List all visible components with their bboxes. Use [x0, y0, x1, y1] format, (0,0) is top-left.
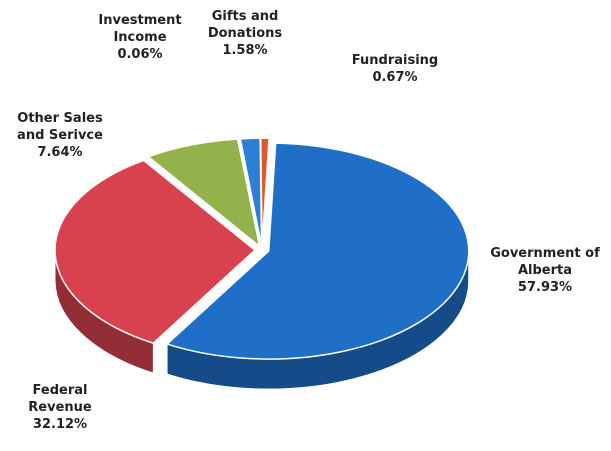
pie-slice [54, 159, 256, 374]
category-name: Fundraising [351, 53, 439, 68]
category-name: Government of Alberta [490, 246, 600, 278]
slice-top [259, 137, 270, 247]
value-label: 1.58% [222, 43, 268, 58]
value-label: 0.06% [117, 47, 163, 62]
slice-label: Fundraising 0.67% [340, 52, 450, 86]
slice-label: Government of Alberta 57.93% [480, 245, 610, 296]
value-label: 7.64% [37, 145, 83, 160]
value-label: 32.12% [32, 417, 88, 432]
slice-label: Other Sales and Serivce 7.64% [5, 110, 115, 161]
pie-slice [259, 137, 270, 247]
slice-label: Gifts and Donations 1.58% [190, 8, 300, 59]
pie-slice [147, 138, 261, 248]
slice-top [166, 142, 470, 360]
category-name: Other Sales and Serivce [17, 111, 103, 143]
slice-label: Federal Revenue 32.12% [5, 382, 115, 433]
category-name: Federal Revenue [28, 383, 92, 415]
slice-top [147, 138, 261, 248]
value-label: 57.93% [517, 280, 573, 295]
pie-slice [166, 142, 470, 390]
slice-label: Investment Income 0.06% [85, 12, 195, 63]
category-name: Gifts and Donations [207, 9, 283, 41]
slice-top [54, 159, 256, 344]
category-name: Investment Income [98, 13, 182, 45]
value-label: 0.67% [372, 70, 418, 85]
